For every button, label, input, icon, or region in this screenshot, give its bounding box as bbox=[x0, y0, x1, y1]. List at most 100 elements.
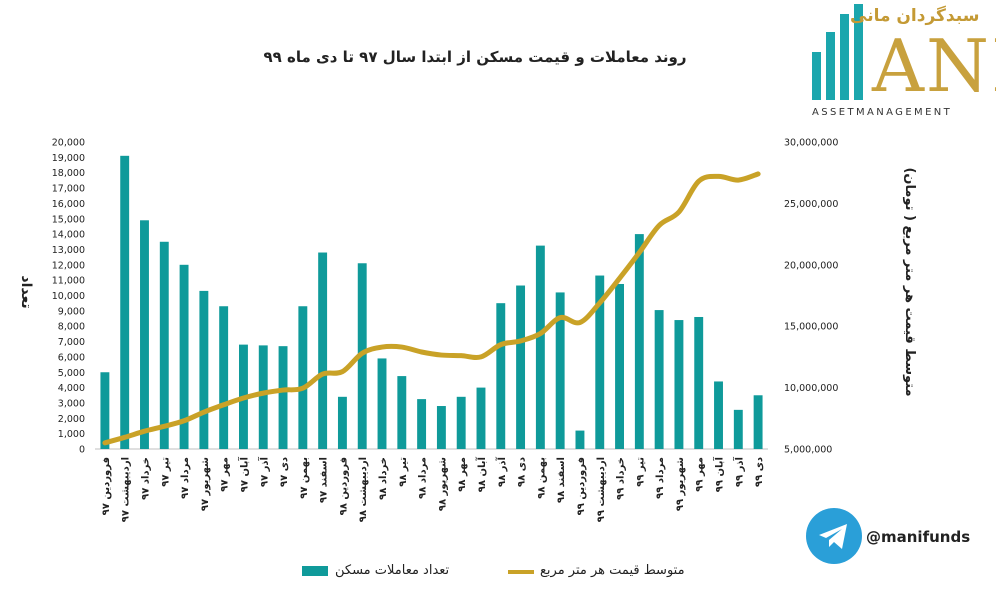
x-tick-label: دی ۹۸ bbox=[517, 457, 528, 487]
y-left-tick-label: 2,000 bbox=[58, 414, 85, 425]
bar bbox=[159, 241, 169, 449]
x-tick-label: خرداد ۹۹ bbox=[616, 457, 627, 500]
x-tick-label: آبان ۹۹ bbox=[713, 456, 726, 492]
x-tick-label: فروردین ۹۹ bbox=[576, 457, 587, 515]
bar bbox=[199, 290, 209, 449]
bar bbox=[674, 320, 684, 449]
y-left-tick-label: 5,000 bbox=[58, 368, 85, 379]
bar bbox=[516, 285, 526, 449]
bar bbox=[140, 220, 149, 449]
x-tick-label: شهریور ۹۸ bbox=[437, 457, 448, 511]
x-tick-label: مهر ۹۷ bbox=[220, 457, 231, 492]
y-right-tick-label: 15,000,000 bbox=[784, 322, 838, 333]
bar bbox=[535, 245, 545, 449]
y-right-axis-title: متوسط قیمت هر متر مربع ( تومان) bbox=[902, 167, 917, 396]
logo-ani-text: ANI bbox=[872, 24, 996, 108]
x-tick-label: تیر ۹۹ bbox=[635, 457, 646, 487]
y-left-tick-label: 8,000 bbox=[58, 322, 85, 333]
x-tick-label: مهر ۹۹ bbox=[695, 457, 706, 492]
bar bbox=[100, 372, 110, 449]
y-left-tick-label: 20,000 bbox=[52, 138, 85, 149]
x-tick-label: آذر ۹۸ bbox=[495, 456, 508, 487]
y-left-axis-title: تعداد bbox=[18, 275, 34, 308]
y-left-tick-label: 11,000 bbox=[52, 276, 85, 287]
bar bbox=[179, 264, 189, 449]
bar bbox=[496, 303, 506, 449]
x-tick-label: فروردین ۹۷ bbox=[101, 457, 112, 515]
x-tick-label: بهمن ۹۷ bbox=[299, 457, 310, 499]
bar bbox=[555, 292, 565, 449]
y-left-tick-label: 9,000 bbox=[58, 306, 85, 317]
bar bbox=[397, 376, 407, 449]
x-tick-label: اسفند ۹۷ bbox=[319, 457, 330, 503]
y-left-tick-label: 10,000 bbox=[52, 291, 85, 302]
bar bbox=[377, 358, 387, 449]
y-right-tick-label: 5,000,000 bbox=[784, 445, 832, 456]
bar bbox=[278, 346, 288, 449]
x-tick-label: بهمن ۹۸ bbox=[536, 457, 547, 499]
x-tick-label: آذر ۹۹ bbox=[732, 456, 745, 487]
legend-line-swatch bbox=[508, 570, 534, 574]
x-tick-label: تیر ۹۷ bbox=[160, 457, 171, 487]
x-tick-label: آبان ۹۷ bbox=[237, 456, 250, 492]
x-tick-label: اردیبهشت ۹۹ bbox=[596, 457, 607, 522]
x-tick-label: اردیبهشت ۹۸ bbox=[358, 457, 369, 522]
x-tick-label: اردیبهشت ۹۷ bbox=[121, 457, 132, 522]
y-left-tick-label: 1,000 bbox=[58, 429, 85, 440]
x-tick-label: آبان ۹۸ bbox=[475, 456, 488, 492]
bar bbox=[417, 399, 427, 449]
bar bbox=[476, 387, 486, 449]
legend-bar-label: تعداد معاملات مسکن bbox=[335, 563, 450, 578]
x-tick-label: مرداد ۹۷ bbox=[180, 457, 191, 499]
logo-subtitle: ASSETMANAGEMENT bbox=[812, 107, 953, 118]
y-left-tick-label: 15,000 bbox=[52, 214, 85, 225]
bar bbox=[120, 155, 130, 449]
bar bbox=[298, 306, 308, 449]
y-left-tick-label: 12,000 bbox=[52, 260, 85, 271]
legend-line-label: متوسط قیمت هر متر مربع bbox=[540, 563, 685, 578]
y-left-tick-label: 0 bbox=[79, 445, 85, 456]
x-tick-label: اسفند ۹۸ bbox=[556, 457, 567, 503]
bar bbox=[753, 395, 763, 449]
bar bbox=[615, 283, 624, 449]
y-left-tick-label: 3,000 bbox=[58, 398, 85, 409]
x-tick-label: دی ۹۷ bbox=[279, 457, 290, 487]
bar bbox=[634, 234, 644, 449]
x-tick-label: شهریور ۹۹ bbox=[675, 457, 686, 511]
y-left-tick-label: 16,000 bbox=[52, 199, 85, 210]
logo-bars bbox=[812, 4, 863, 100]
bar bbox=[595, 275, 605, 449]
price-line bbox=[102, 171, 761, 446]
legend-bar-swatch bbox=[302, 566, 328, 576]
y-left-tick-label: 6,000 bbox=[58, 352, 85, 363]
y-left-tick-label: 13,000 bbox=[52, 245, 85, 256]
x-tick-label: مرداد ۹۹ bbox=[655, 457, 666, 499]
bar bbox=[318, 252, 328, 449]
y-left-tick-label: 19,000 bbox=[52, 153, 85, 164]
telegram-icon[interactable] bbox=[806, 508, 862, 564]
y-left-tick-label: 14,000 bbox=[52, 230, 85, 241]
bar bbox=[654, 310, 664, 449]
bar bbox=[733, 409, 743, 449]
x-tick-label: شهریور ۹۷ bbox=[200, 457, 211, 511]
x-tick-label: فروردین ۹۸ bbox=[338, 457, 349, 515]
y-right-tick-label: 25,000,000 bbox=[784, 199, 838, 210]
bar bbox=[456, 396, 466, 449]
y-left-tick-label: 17,000 bbox=[52, 184, 85, 195]
y-left-tick-label: 7,000 bbox=[58, 337, 85, 348]
x-tick-label: مرداد ۹۸ bbox=[418, 457, 429, 499]
bar bbox=[436, 406, 446, 449]
x-tick-label: تیر ۹۸ bbox=[398, 457, 409, 487]
logo-persian-text: سبدگردان مانی bbox=[850, 6, 980, 26]
y-left-tick-label: 18,000 bbox=[52, 168, 85, 179]
bar bbox=[694, 316, 704, 449]
x-tick-label: خرداد ۹۸ bbox=[378, 457, 389, 500]
telegram-handle[interactable]: @manifunds bbox=[866, 528, 971, 546]
y-right-tick-label: 10,000,000 bbox=[784, 383, 838, 394]
x-tick-label: آذر ۹۷ bbox=[257, 456, 270, 487]
x-tick-label: دی ۹۹ bbox=[754, 457, 765, 487]
bar bbox=[575, 430, 585, 449]
bar bbox=[337, 396, 347, 449]
